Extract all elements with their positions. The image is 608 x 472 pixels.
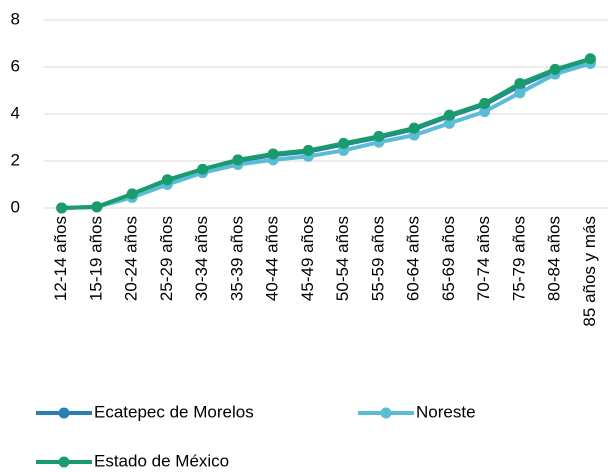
x-tick-label: 70-74 años	[474, 216, 493, 301]
point	[91, 201, 103, 213]
point	[56, 202, 68, 214]
point	[197, 163, 209, 175]
x-tick-label: 25-29 años	[157, 216, 176, 301]
x-tick-label: 15-19 años	[86, 216, 105, 301]
x-tick-label: 45-49 años	[298, 216, 317, 301]
x-tick-label: 85 años y más	[580, 216, 599, 327]
point	[443, 117, 455, 129]
x-tick-label: 55-59 años	[368, 216, 387, 301]
point	[232, 154, 244, 166]
series-line	[61, 56, 591, 210]
point	[373, 130, 385, 142]
legend-marker	[58, 407, 70, 419]
x-tick-label: 80-84 años	[545, 216, 564, 301]
point	[338, 137, 350, 149]
series-line	[61, 61, 591, 210]
point	[514, 77, 526, 89]
point	[126, 188, 138, 200]
point	[479, 97, 491, 109]
x-tick-label: 65-69 años	[439, 216, 458, 301]
y-tick-label: 6	[11, 56, 20, 75]
point	[267, 148, 279, 160]
y-tick-label: 2	[11, 150, 20, 169]
point	[584, 53, 596, 65]
x-tick-label: 60-64 años	[404, 216, 423, 301]
legend-marker	[380, 407, 392, 419]
legend-marker	[58, 456, 70, 468]
y-tick-label: 8	[11, 9, 20, 28]
x-tick-label: 50-54 años	[333, 216, 352, 301]
point	[443, 109, 455, 121]
x-tick-label: 12-14 años	[51, 216, 70, 301]
point	[514, 87, 526, 99]
point	[408, 122, 420, 134]
series-line	[61, 58, 591, 210]
legend-label: Estado de México	[94, 451, 229, 470]
x-tick-label: 75-79 años	[509, 216, 528, 301]
y-tick-label: 0	[11, 197, 20, 216]
point	[549, 63, 561, 75]
x-tick-label: 30-34 años	[192, 216, 211, 301]
x-tick-label: 40-44 años	[263, 216, 282, 301]
point	[479, 106, 491, 118]
point	[302, 144, 314, 156]
point	[161, 174, 173, 186]
x-tick-label: 20-24 años	[122, 216, 141, 301]
y-tick-label: 4	[11, 103, 20, 122]
x-tick-label: 35-39 años	[227, 216, 246, 301]
legend-label: Noreste	[416, 402, 476, 421]
legend-label: Ecatepec de Morelos	[94, 402, 254, 421]
